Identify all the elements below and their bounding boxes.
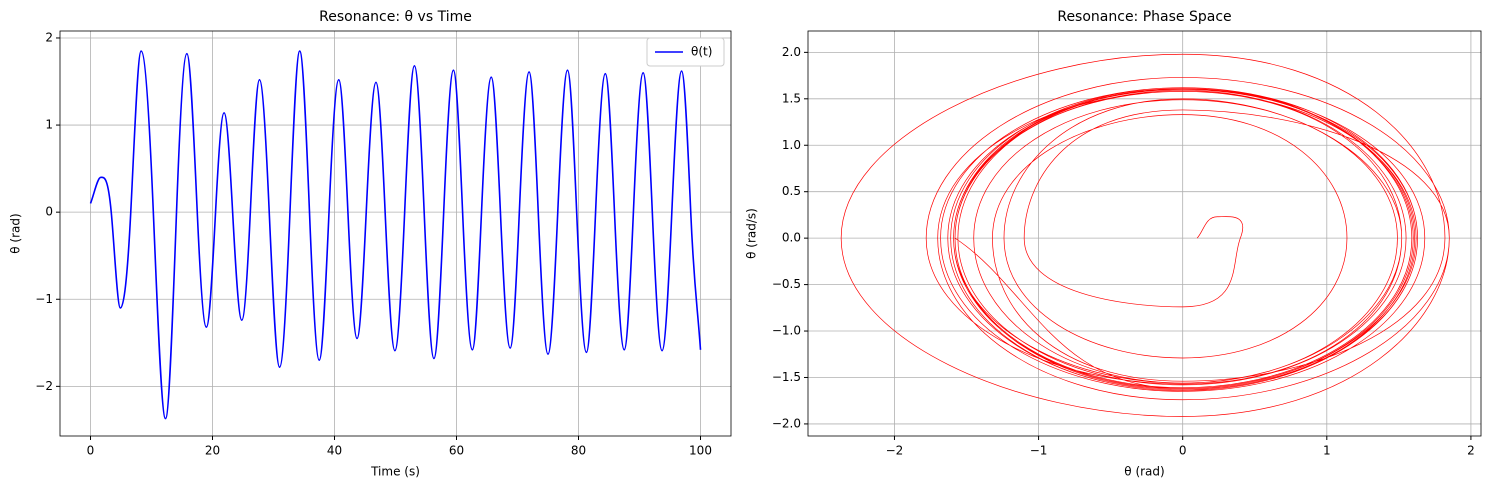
y-tick-label: 1.5 bbox=[782, 91, 801, 105]
x-tick-label: 60 bbox=[449, 444, 464, 458]
y-tick-label: 2 bbox=[45, 30, 53, 44]
x-tick-label: 0 bbox=[1179, 444, 1187, 458]
y-tick-label: −1 bbox=[35, 292, 53, 306]
x-tick-label: 20 bbox=[205, 444, 220, 458]
y-tick-label: −1.0 bbox=[772, 324, 801, 338]
y-axis-label: θ (rad/s) bbox=[745, 208, 759, 259]
y-tick-label: 0.0 bbox=[782, 231, 801, 245]
y-tick-label: 1 bbox=[45, 118, 53, 132]
y-tick-label: −2.0 bbox=[772, 416, 801, 430]
legend-box bbox=[646, 37, 725, 67]
legend-label: θ(t) bbox=[691, 45, 712, 59]
x-axis-label: θ (rad) bbox=[1124, 465, 1164, 479]
y-tick-label: 0.5 bbox=[782, 184, 801, 198]
y-tick-label: 0 bbox=[45, 205, 53, 219]
axes-frame bbox=[807, 30, 1482, 437]
y-axis-label: θ (rad) bbox=[9, 213, 23, 253]
y-tick-label: −1.5 bbox=[772, 370, 801, 384]
data-line bbox=[840, 53, 1450, 417]
x-tick-label: 1 bbox=[1323, 444, 1331, 458]
x-tick-label: 0 bbox=[87, 444, 95, 458]
x-tick-label: −2 bbox=[886, 444, 904, 458]
data-line bbox=[89, 50, 702, 420]
y-tick-label: −0.5 bbox=[772, 277, 801, 291]
axes-frame bbox=[59, 30, 732, 437]
x-tick-label: −1 bbox=[1030, 444, 1048, 458]
chart-title: Resonance: Phase Space bbox=[1057, 9, 1231, 25]
y-tick-label: −2 bbox=[35, 379, 53, 393]
x-tick-label: 2 bbox=[1467, 444, 1475, 458]
x-tick-label: 40 bbox=[327, 444, 342, 458]
x-tick-label: 100 bbox=[689, 444, 712, 458]
y-tick-label: 1.0 bbox=[782, 138, 801, 152]
chart-title: Resonance: θ vs Time bbox=[319, 9, 472, 25]
x-axis-label: Time (s) bbox=[370, 465, 420, 479]
x-tick-label: 80 bbox=[571, 444, 586, 458]
y-tick-label: 2.0 bbox=[782, 45, 801, 59]
